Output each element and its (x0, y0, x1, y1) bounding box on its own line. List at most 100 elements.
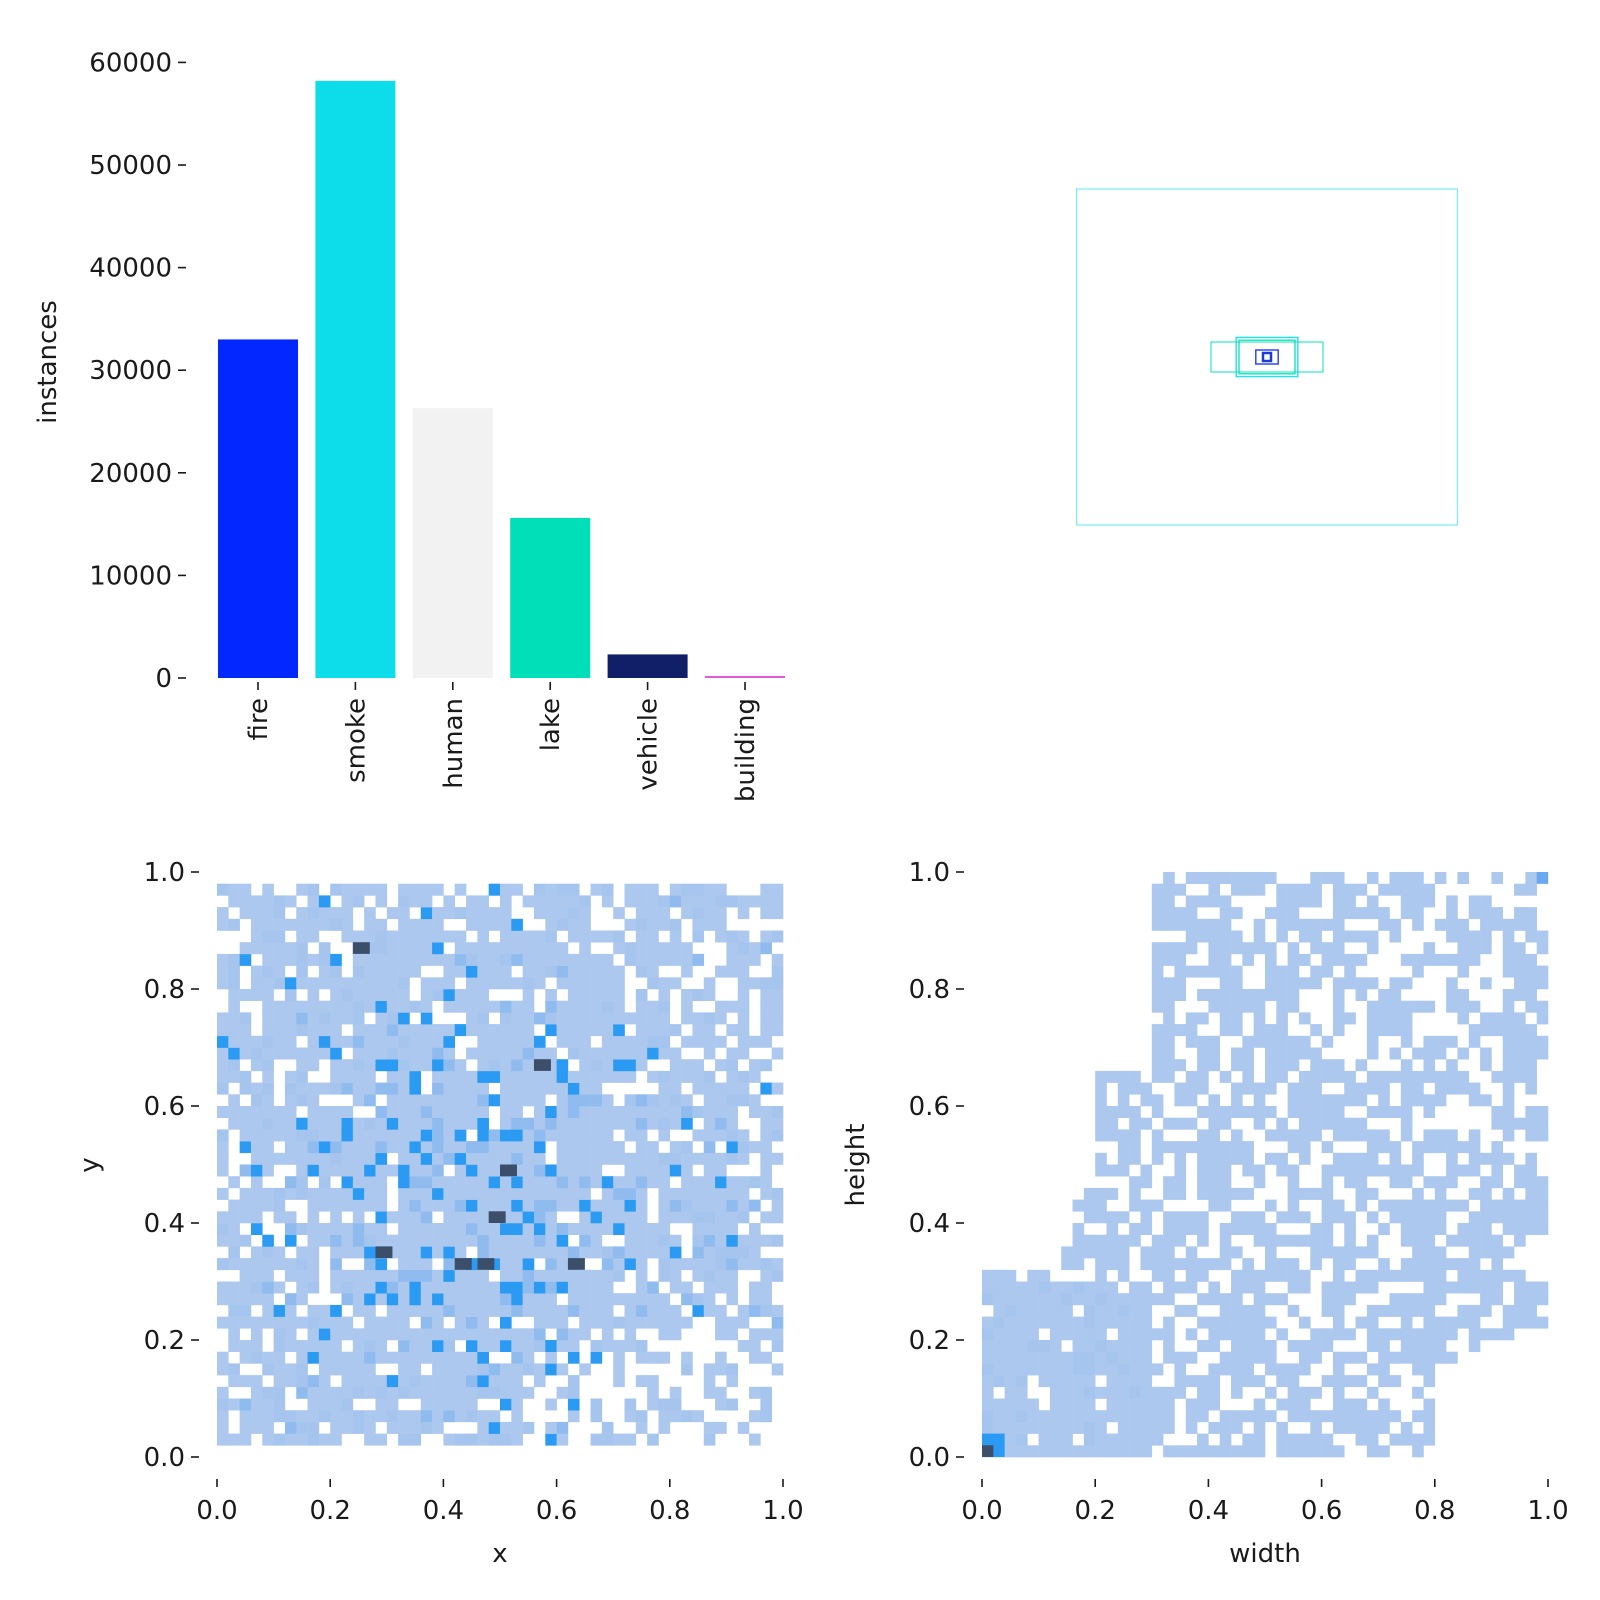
heatmap-cell (579, 1059, 591, 1072)
heatmap-cell (364, 1047, 376, 1060)
heatmap-cell (1253, 1024, 1266, 1037)
heatmap-cell (658, 1211, 671, 1224)
heatmap-cell (658, 953, 671, 966)
x-tick-label: 0.8 (649, 1496, 690, 1526)
heatmap-cell (567, 1024, 580, 1037)
heatmap-cell (993, 1398, 1005, 1411)
heatmap-cell (737, 1421, 750, 1434)
heatmap-cell (590, 1082, 603, 1095)
heatmap-cell (533, 1211, 546, 1224)
heatmap-cell (613, 1070, 625, 1083)
heatmap-cell (398, 1117, 410, 1130)
heatmap-cell (1151, 1059, 1164, 1072)
heatmap-cell (590, 965, 603, 978)
heatmap-cell (624, 1328, 637, 1341)
heatmap-cell (567, 1129, 580, 1142)
heatmap-cell (601, 1176, 614, 1189)
heatmap-cell (1468, 1187, 1481, 1200)
heatmap-cell (1446, 1000, 1458, 1013)
x-tick-label-fire: fire (244, 698, 274, 741)
heatmap-cell (330, 1024, 342, 1037)
heatmap-cell (771, 1024, 784, 1037)
heatmap-cell (556, 1281, 569, 1294)
heatmap-cell (217, 953, 229, 966)
x-tick-label: 0.4 (423, 1496, 464, 1526)
y-axis-label: instances (33, 300, 63, 424)
heatmap-cell (658, 1269, 671, 1282)
heatmap-cell (443, 1082, 456, 1095)
heatmap-cell (1412, 883, 1424, 896)
heatmap-cell (567, 1000, 580, 1013)
heatmap-cell (1525, 918, 1537, 931)
heatmap-cell (545, 1187, 557, 1200)
heatmap-cell (715, 1351, 727, 1364)
heatmap-cell (1208, 1059, 1221, 1072)
heatmap-cell (522, 1187, 535, 1200)
heatmap-cell (1400, 1304, 1413, 1317)
heatmap-cell (1163, 872, 1175, 884)
heatmap-cell (1027, 1410, 1039, 1423)
heatmap-cell (1287, 977, 1300, 990)
heatmap-cell (217, 1187, 229, 1200)
heatmap-cell (1457, 1012, 1470, 1025)
heatmap-cell (567, 1035, 580, 1048)
heatmap-cell (522, 1035, 535, 1048)
heatmap-cell (364, 1258, 376, 1271)
heatmap-cell (1117, 1141, 1130, 1154)
heatmap-cell (1457, 1082, 1470, 1095)
heatmap-cell (1117, 1258, 1130, 1271)
heatmap-cell (982, 1293, 994, 1306)
heatmap-cell (749, 1234, 761, 1247)
heatmap-cell (647, 1293, 659, 1306)
heatmap-cell (545, 1246, 557, 1259)
heatmap-cell (1027, 1281, 1039, 1294)
heatmap-cell (715, 1316, 727, 1329)
heatmap-cell (341, 1363, 354, 1376)
heatmap-cell (296, 1152, 308, 1165)
heatmap-cell (760, 1281, 772, 1294)
heatmap-cell (1106, 1281, 1119, 1294)
heatmap-cell (420, 1398, 433, 1411)
heatmap-cell (1061, 1281, 1073, 1294)
heatmap-cell (466, 1176, 478, 1189)
heatmap-cell (982, 1269, 994, 1282)
heatmap-cell (477, 1129, 489, 1142)
heatmap-cell (228, 895, 240, 908)
heatmap-cell (341, 930, 354, 943)
heatmap-cell (1412, 1199, 1424, 1212)
heatmap-cell (1457, 942, 1470, 955)
heatmap-cell (273, 1187, 286, 1200)
heatmap-cell (250, 1398, 263, 1411)
heatmap-cell (477, 1304, 489, 1317)
heatmap-cell (545, 1106, 557, 1118)
heatmap-cell (1366, 1141, 1379, 1154)
heatmap-cell (1219, 1246, 1232, 1259)
heatmap-cell (262, 1070, 274, 1083)
heatmap-cell (1287, 1094, 1300, 1107)
heatmap-cell (692, 1199, 705, 1212)
heatmap-cell (1525, 1187, 1537, 1200)
heatmap-cell (703, 1152, 716, 1165)
heatmap-cell (703, 883, 716, 896)
heatmap-cell (443, 1328, 456, 1341)
heatmap-cell (1287, 1386, 1300, 1399)
heatmap-cell (1219, 977, 1232, 990)
heatmap-cell (1434, 1141, 1447, 1154)
heatmap-cell (1514, 918, 1526, 931)
heatmap-cell (1242, 1211, 1254, 1224)
heatmap-cell (681, 1258, 693, 1271)
heatmap-cell (1038, 1304, 1051, 1317)
heatmap-cell (1310, 1094, 1322, 1107)
heatmap-cell (1536, 1012, 1549, 1025)
heatmap-cell (1027, 1304, 1039, 1317)
heatmap-cell (1344, 977, 1356, 990)
heatmap-cell (364, 1199, 376, 1212)
heatmap-cell (341, 1410, 354, 1423)
heatmap-cell (1310, 1421, 1322, 1434)
heatmap-cell (364, 1176, 376, 1189)
heatmap-cell (1400, 1012, 1413, 1025)
heatmap-cell (590, 1304, 603, 1317)
heatmap-cell (284, 1082, 297, 1095)
heatmap-cell (1027, 1351, 1039, 1364)
heatmap-cell (307, 1410, 320, 1423)
